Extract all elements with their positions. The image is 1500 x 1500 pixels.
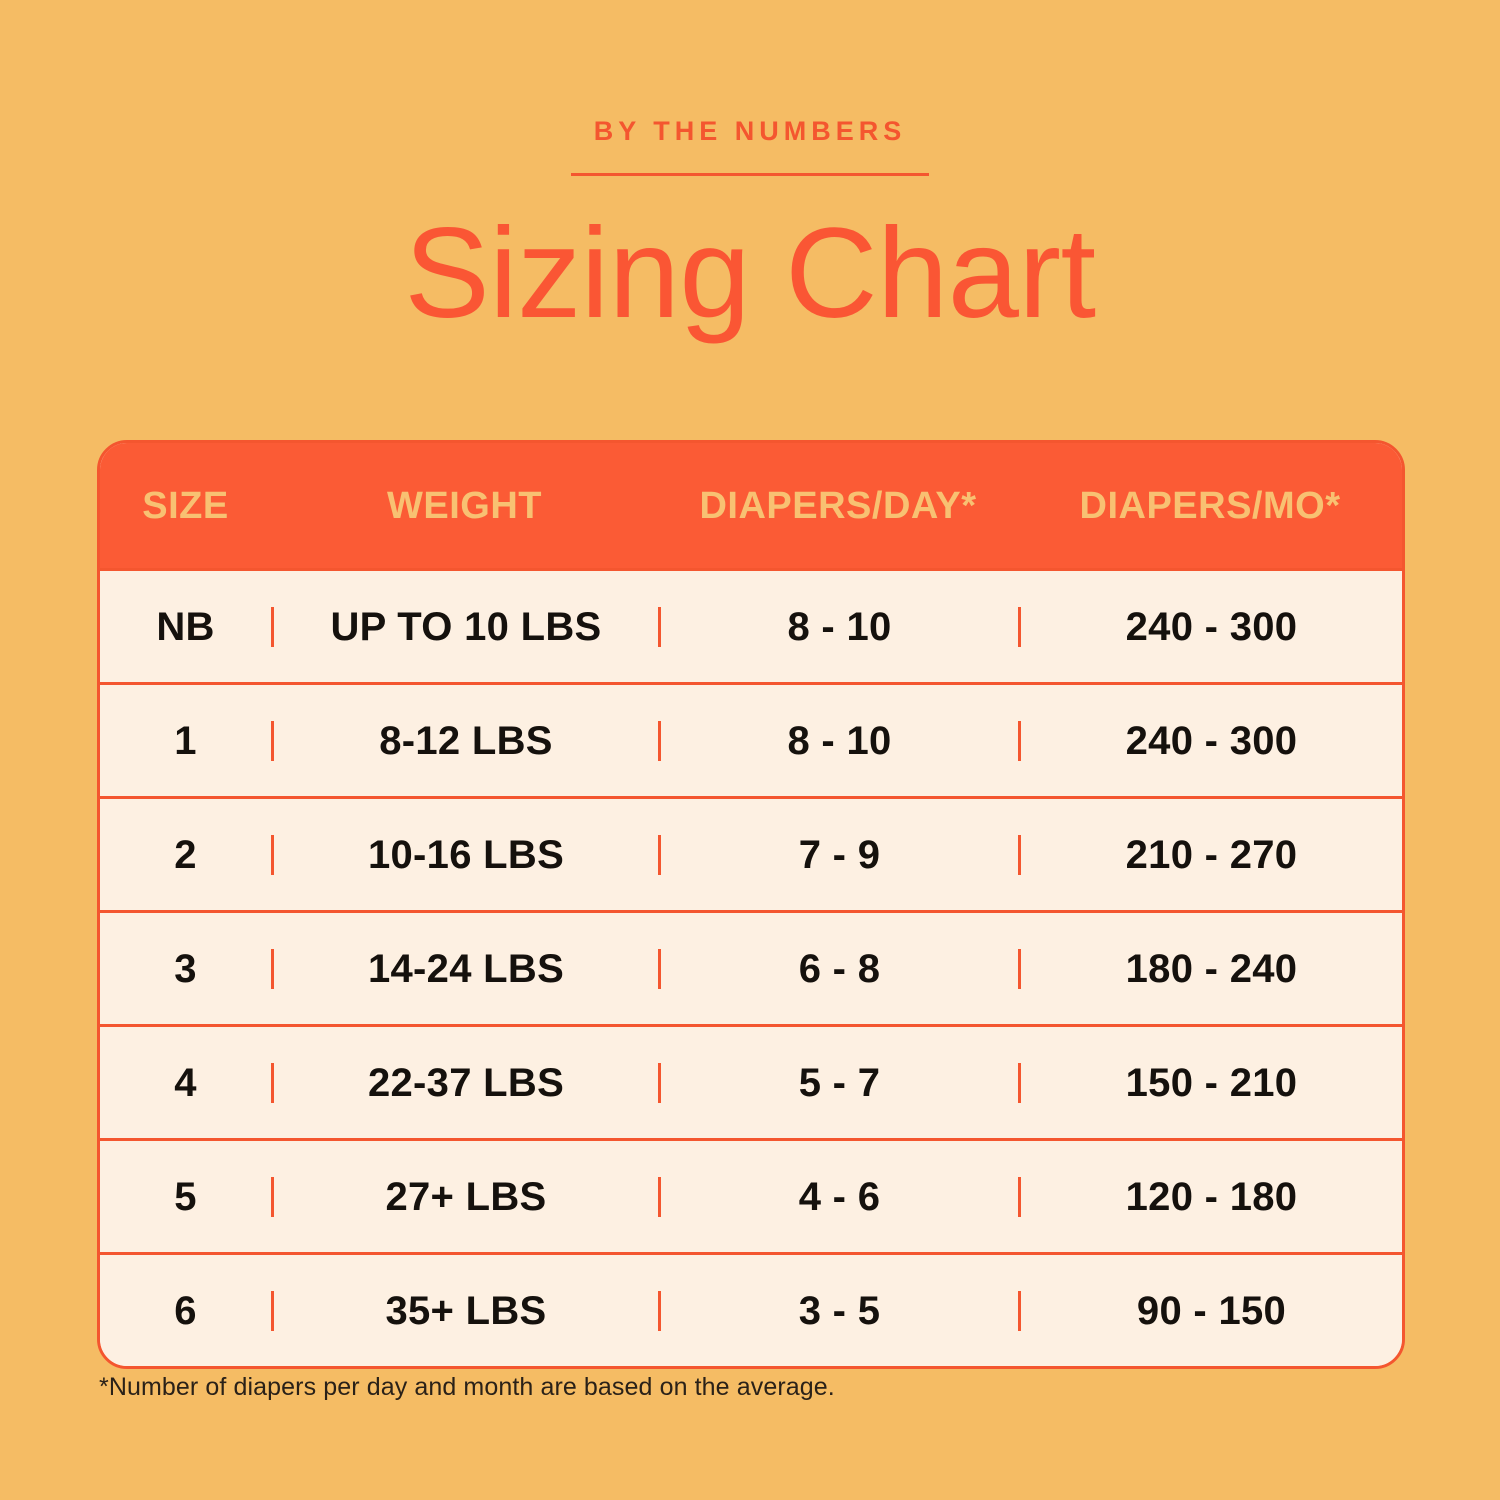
- eyebrow-label: BY THE NUMBERS: [593, 116, 907, 146]
- table-header-row: SIZE WEIGHT DIAPERS/DAY* DIAPERS/MO*: [100, 443, 1402, 568]
- column-header-size: SIZE: [142, 484, 229, 527]
- eyebrow-divider: [571, 173, 929, 176]
- cell-weight: 8-12 LBS: [271, 720, 658, 761]
- cell-diapers-day: 8 - 10: [658, 606, 1018, 647]
- cell-diapers-mo: 240 - 300: [1018, 720, 1402, 761]
- cell-size: 6: [174, 1288, 197, 1333]
- cell-weight: 22-37 LBS: [271, 1062, 658, 1103]
- cell-weight: 35+ LBS: [271, 1290, 658, 1331]
- footnote-text: *Number of diapers per day and month are…: [99, 1373, 835, 1401]
- cell-diapers-mo: 90 - 150: [1018, 1290, 1402, 1331]
- table-row: 6 35+ LBS 3 - 5 90 - 150: [100, 1252, 1402, 1366]
- table-row: 2 10-16 LBS 7 - 9 210 - 270: [100, 796, 1402, 910]
- cell-diapers-day: 8 - 10: [658, 720, 1018, 761]
- column-header-diapers-day: DIAPERS/DAY*: [699, 484, 977, 527]
- cell-diapers-mo: 210 - 270: [1018, 834, 1402, 875]
- cell-weight: 27+ LBS: [271, 1176, 658, 1217]
- cell-diapers-mo: 120 - 180: [1018, 1176, 1402, 1217]
- cell-diapers-mo: 180 - 240: [1018, 948, 1402, 989]
- cell-size: 1: [174, 718, 197, 763]
- page-title: Sizing Chart: [404, 202, 1096, 345]
- table-row: 4 22-37 LBS 5 - 7 150 - 210: [100, 1024, 1402, 1138]
- cell-diapers-day: 5 - 7: [658, 1062, 1018, 1103]
- cell-size: 3: [174, 946, 197, 991]
- page-header: BY THE NUMBERS Sizing Chart: [0, 0, 1500, 354]
- cell-size: 2: [174, 832, 197, 877]
- table-row: 5 27+ LBS 4 - 6 120 - 180: [100, 1138, 1402, 1252]
- cell-diapers-mo: 240 - 300: [1018, 606, 1402, 647]
- table-row: NB UP TO 10 LBS 8 - 10 240 - 300: [100, 568, 1402, 682]
- cell-diapers-mo: 150 - 210: [1018, 1062, 1402, 1103]
- sizing-table: SIZE WEIGHT DIAPERS/DAY* DIAPERS/MO* NB …: [97, 440, 1405, 1369]
- cell-weight: UP TO 10 LBS: [271, 606, 658, 647]
- column-header-diapers-mo: DIAPERS/MO*: [1079, 484, 1341, 527]
- cell-diapers-day: 3 - 5: [658, 1290, 1018, 1331]
- table-row: 3 14-24 LBS 6 - 8 180 - 240: [100, 910, 1402, 1024]
- cell-weight: 10-16 LBS: [271, 834, 658, 875]
- table-row: 1 8-12 LBS 8 - 10 240 - 300: [100, 682, 1402, 796]
- column-header-weight: WEIGHT: [387, 484, 542, 527]
- cell-size: 4: [174, 1060, 197, 1105]
- cell-weight: 14-24 LBS: [271, 948, 658, 989]
- cell-diapers-day: 7 - 9: [658, 834, 1018, 875]
- cell-size: 5: [174, 1174, 197, 1219]
- cell-diapers-day: 6 - 8: [658, 948, 1018, 989]
- cell-size: NB: [156, 604, 215, 649]
- cell-diapers-day: 4 - 6: [658, 1176, 1018, 1217]
